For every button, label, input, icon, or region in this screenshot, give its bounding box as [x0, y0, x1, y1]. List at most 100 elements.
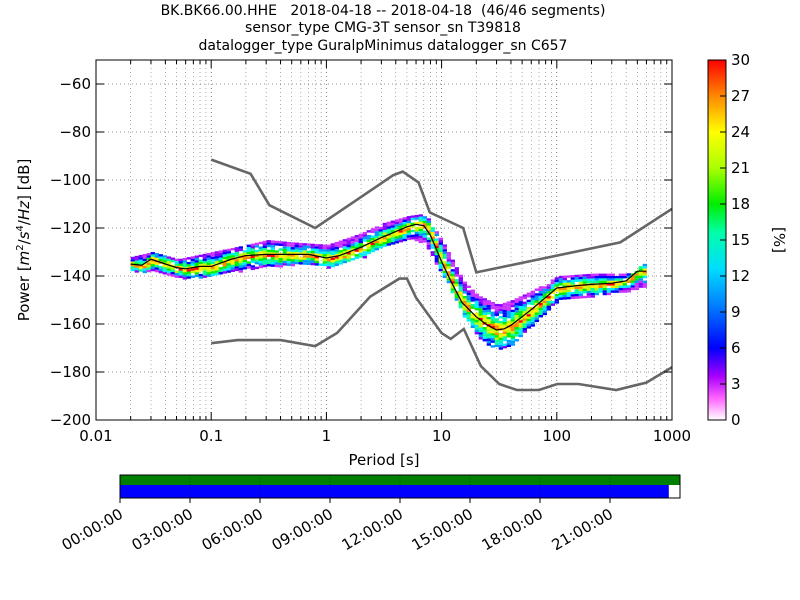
heatmap-cell: [154, 267, 159, 270]
heatmap-cell: [482, 307, 487, 311]
heatmap-cell: [278, 241, 283, 244]
heatmap-cell: [486, 312, 491, 315]
heatmap-cell: [402, 236, 407, 239]
heatmap-cell: [150, 261, 155, 265]
heatmap-cell: [254, 261, 259, 265]
x-tick-label: 10: [432, 427, 451, 445]
heatmap-cell: [242, 259, 247, 263]
heatmap-cell: [490, 333, 495, 336]
heatmap-cell: [546, 286, 551, 289]
heatmap-cell: [366, 249, 371, 252]
heatmap-cell: [594, 276, 599, 279]
noise-model-lines: [210, 158, 672, 392]
heatmap-cell: [586, 276, 591, 279]
heatmap-cell: [462, 291, 467, 294]
heatmap-cell: [438, 264, 443, 267]
heatmap-cell: [550, 303, 555, 306]
heatmap-cell: [210, 266, 215, 269]
heatmap-cell: [262, 240, 267, 244]
heatmap-cell: [602, 292, 607, 296]
heatmap-cell: [322, 246, 327, 250]
heatmap-cell: [402, 219, 407, 222]
heatmap-cell: [510, 304, 515, 308]
heatmap-cell: [514, 327, 519, 330]
heatmap-cell: [606, 273, 611, 276]
heatmap-cell: [554, 301, 559, 304]
heatmap-cell: [514, 334, 519, 337]
heatmap-cell: [298, 252, 303, 255]
heatmap-cell: [526, 292, 531, 295]
heatmap-cell: [326, 261, 331, 264]
heatmap-cell: [294, 249, 299, 253]
heatmap-cell: [362, 236, 367, 240]
title-line-1: BK.BK66.00.HHE 2018-04-18 -- 2018-04-18 …: [160, 3, 606, 19]
heatmap-cell: [194, 257, 199, 261]
heatmap-cell: [498, 325, 503, 329]
heatmap-cell: [422, 218, 427, 221]
heatmap-cell: [282, 251, 287, 254]
time-tick-label: 00:00:00: [59, 505, 126, 554]
x-axis-label: Period [s]: [348, 451, 419, 469]
heatmap-cell: [306, 260, 311, 263]
heatmap-cell: [634, 285, 639, 288]
heatmap-cell: [322, 261, 327, 264]
heatmap-cell: [202, 268, 207, 271]
heatmap-cell: [562, 294, 567, 298]
heatmap-cell: [302, 257, 307, 260]
heatmap-cell: [310, 253, 315, 256]
heatmap-cell: [262, 255, 267, 258]
heatmap-cell: [450, 290, 455, 294]
heatmap-cell: [626, 287, 631, 291]
heatmap-cell: [434, 240, 439, 244]
heatmap-cell: [578, 296, 583, 299]
heatmap-cell: [550, 284, 555, 287]
heatmap-cell: [518, 334, 523, 338]
heatmap-cell: [478, 315, 483, 318]
heatmap-cell: [130, 266, 135, 269]
heatmap-cell: [438, 261, 443, 265]
heatmap-cell: [342, 260, 347, 264]
heatmap-cell: [238, 263, 243, 266]
heatmap-cell: [130, 256, 135, 260]
heatmap-cell: [282, 241, 287, 244]
heatmap-cell: [582, 295, 587, 299]
heatmap-cell: [142, 265, 147, 269]
heatmap-cell: [306, 257, 311, 261]
heatmap-cell: [458, 305, 463, 309]
heatmap-cell: [246, 249, 251, 252]
heatmap-cell: [234, 261, 239, 264]
heatmap-cell: [534, 293, 539, 296]
heatmap-cell: [350, 248, 355, 251]
heatmap-cell: [222, 254, 227, 257]
heatmap-cell: [486, 336, 491, 339]
heatmap-cell: [606, 276, 611, 279]
heatmap-cell: [214, 270, 219, 273]
heatmap-cell: [490, 318, 495, 322]
heatmap-cell: [442, 256, 447, 259]
heatmap-cell: [550, 301, 555, 304]
heatmap-cell: [358, 255, 363, 258]
heatmap-cell: [398, 230, 403, 233]
heatmap-cell: [386, 236, 391, 239]
heatmap-cell: [310, 258, 315, 261]
heatmap-cell: [166, 268, 171, 271]
heatmap-cell: [242, 262, 247, 265]
heatmap-cell: [342, 239, 347, 242]
heatmap-cell: [202, 253, 207, 257]
heatmap-cell: [534, 288, 539, 291]
heatmap-cell: [338, 252, 343, 255]
heatmap-cell: [642, 263, 647, 267]
heatmap-cell: [534, 317, 539, 320]
heatmap-cell: [162, 260, 167, 263]
heatmap-cell: [294, 245, 299, 248]
heatmap-cell: [386, 228, 391, 232]
heatmap-cell: [394, 226, 399, 230]
heatmap-cell: [422, 230, 427, 233]
heatmap-cell: [182, 260, 187, 263]
heatmap-cell: [626, 275, 631, 279]
heatmap-cell: [418, 240, 423, 244]
heatmap-cell: [306, 243, 311, 246]
heatmap-cell: [570, 275, 575, 278]
heatmap-cell: [538, 310, 543, 313]
heatmap-cell: [478, 320, 483, 323]
